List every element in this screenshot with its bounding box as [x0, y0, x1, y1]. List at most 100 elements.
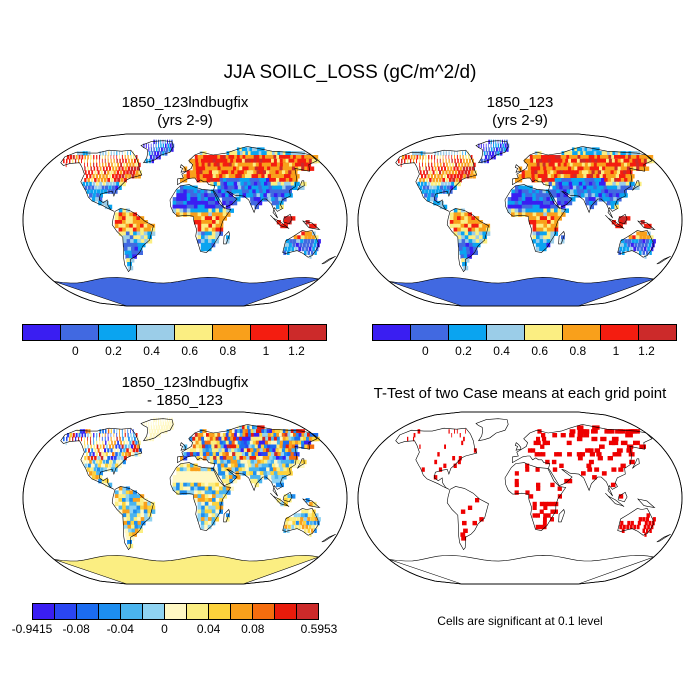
colorbar-swatch-4 [175, 325, 213, 340]
colorbar-tick-label: 0.2 [455, 344, 472, 358]
colorbar-swatch-1 [411, 325, 449, 340]
colorbar-swatch-11 [275, 604, 297, 619]
coastline-southamerica [111, 486, 154, 551]
colorbar-tick-label: 0.6 [531, 344, 549, 358]
colorbar-tick-label: 0 [72, 344, 79, 358]
colorbar-swatch-3 [137, 325, 175, 340]
coastlines [60, 418, 336, 551]
colorbar-swatch-4 [121, 604, 143, 619]
colorbar-difference [32, 603, 319, 620]
coastline-africa [504, 462, 567, 531]
coastline-indonesia [270, 492, 290, 507]
colorbar-tick-label: 0.5953 [300, 622, 338, 636]
coastline-eurasia [177, 424, 318, 497]
colorbar-swatch-0 [33, 604, 55, 619]
coastline-madagascar [558, 508, 565, 523]
coastline-northamerica [395, 149, 478, 212]
coastline-borneo [282, 213, 293, 225]
colorbar-swatch-4 [525, 325, 563, 340]
colorbar-swatch-10 [253, 604, 275, 619]
coastlines [395, 140, 671, 273]
map-case1 [22, 133, 348, 307]
panel-bl-title-line2: - 1850_123 [147, 392, 223, 409]
colorbar-swatch-0 [23, 325, 61, 340]
colorbar-swatch-6 [165, 604, 187, 619]
colorbar-tick-label: 1 [612, 344, 620, 358]
coastline-eurasia [177, 146, 318, 219]
coastline-borneo [617, 213, 628, 225]
colorbar-swatch-5 [143, 604, 165, 619]
coastline-uk [179, 164, 187, 173]
colorbar-swatch-5 [563, 325, 601, 340]
colorbar-swatch-3 [487, 325, 525, 340]
coastline-northamerica [60, 149, 143, 212]
coastline-uk [514, 164, 522, 173]
coastline-madagascar [223, 508, 230, 523]
coastline-southamerica [111, 208, 154, 273]
colorbar-swatch-5 [213, 325, 251, 340]
coastline-newguinea [637, 498, 656, 509]
colorbar-swatch-7 [187, 604, 209, 619]
coastline-japan [297, 180, 305, 191]
coastline-borneo [617, 491, 628, 503]
colorbar-tick-label: 0.04 [196, 622, 221, 636]
colorbar-tick-label: 0 [161, 622, 168, 636]
colorbar-swatch-1 [61, 325, 99, 340]
colorbar-swatch-12 [297, 604, 318, 619]
map-border [357, 133, 683, 307]
colorbar-swatch-2 [99, 325, 137, 340]
panel-br-title-line1: T-Test of two Case means at each grid po… [373, 385, 667, 402]
coastline-borneo [282, 491, 293, 503]
map-difference [22, 411, 348, 585]
grid-cells [63, 139, 321, 271]
coastline-indonesia [605, 492, 625, 507]
panel-tl-title-line1: 1850_123lndbugfix [121, 94, 249, 111]
colorbar-tick-label: 0 [422, 344, 429, 358]
coastline-australia [617, 230, 654, 258]
coastline-northamerica [60, 427, 143, 490]
coastline-nz [321, 256, 336, 265]
map-ttest [357, 411, 683, 585]
figure-title: JJA SOILC_LOSS (gC/m^2/d) [223, 62, 477, 83]
map-border [22, 133, 348, 307]
coastline-eurasia [512, 424, 653, 497]
colorbar-top-left-labels: 0 0.2 0.4 0.6 0.8 1 1.2 [22, 344, 327, 360]
grid-cells [407, 425, 656, 541]
colorbar-swatch-0 [373, 325, 411, 340]
colorbar-swatch-7 [639, 325, 676, 340]
coastline-indonesia [270, 214, 290, 229]
coastlines [395, 418, 671, 551]
coastline-newguinea [302, 498, 321, 509]
panel-bl-title: 1850_123lndbugfix - 1850_123 [20, 374, 350, 410]
colorbar-tick-label: 0.4 [493, 344, 510, 358]
coastline-japan [297, 458, 305, 469]
colorbar-tick-label: 1 [262, 344, 270, 358]
colorbar-swatch-2 [77, 604, 99, 619]
colorbar-tick-label: -0.08 [62, 622, 90, 636]
coastline-japan [632, 180, 640, 191]
colorbar-tick-label: 1.2 [638, 344, 655, 358]
coastline-greenland [140, 140, 174, 164]
coastline-africa [169, 462, 232, 531]
panel-tl-title: 1850_123lndbugfix (yrs 2-9) [20, 94, 350, 130]
colorbar-swatch-6 [601, 325, 639, 340]
map-border [22, 411, 348, 585]
coastline-greenland [475, 140, 509, 164]
coastline-madagascar [558, 230, 565, 245]
coastline-australia [282, 508, 319, 536]
colorbar-tick-label: 0.08 [241, 622, 265, 636]
coastline-greenland [475, 418, 509, 442]
colorbar-swatch-9 [231, 604, 253, 619]
colorbar-swatch-6 [251, 325, 289, 340]
coastline-japan [632, 458, 640, 469]
colorbar-swatch-3 [99, 604, 121, 619]
colorbar-swatch-2 [449, 325, 487, 340]
coastline-northamerica [395, 427, 478, 490]
coastline-africa [504, 184, 567, 253]
panel-br-title: T-Test of two Case means at each grid po… [355, 385, 685, 403]
map-border [357, 411, 683, 585]
coastline-africa [169, 184, 232, 253]
coastline-indonesia [605, 214, 625, 229]
colorbar-tick-label: -0.04 [106, 622, 134, 636]
colorbar-tick-label: -0.9415 [11, 622, 53, 636]
